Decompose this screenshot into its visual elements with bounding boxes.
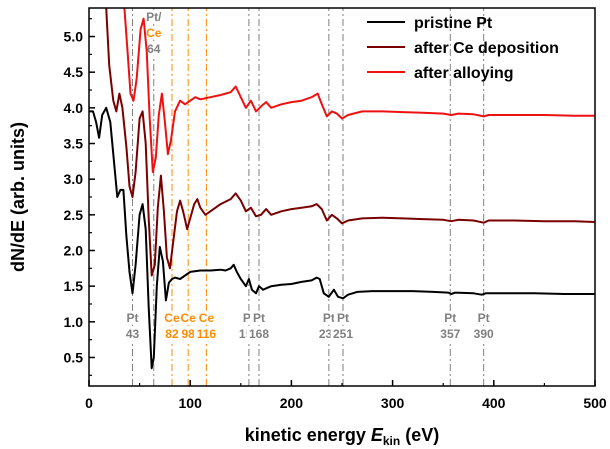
y-axis-title: dN/dE (arb. units) (8, 122, 28, 272)
y-tick-label: 2.5 (64, 207, 84, 223)
energy-markers: Pt43Pt/Ce64Ce82Ce98Ce116Pt158Pt168Pt237P… (123, 8, 497, 386)
marker-label-bg (162, 326, 181, 341)
marker-label: 390 (474, 327, 494, 341)
marker-label: Pt (337, 311, 349, 325)
x-tick-label: 400 (482, 395, 506, 411)
y-tick-label: 1.0 (64, 314, 84, 330)
marker-label: 168 (249, 327, 269, 341)
marker-label: Ce (181, 311, 197, 325)
x-tick-label: 0 (85, 395, 93, 411)
legend-label-0: pristine Pt (414, 15, 493, 32)
x-tick-label: 200 (280, 395, 304, 411)
y-tick-label: 2.0 (64, 242, 84, 258)
marker-label-bg (441, 310, 460, 325)
y-tick-label: 5.0 (64, 29, 84, 45)
x-tick-label: 500 (583, 395, 607, 411)
marker-label-bg (246, 326, 272, 341)
marker-label-bg (437, 326, 463, 341)
x-tick-label: 100 (179, 395, 203, 411)
marker-label: Ce (146, 26, 162, 40)
marker-label-bg (144, 41, 163, 56)
x-axis-title-symbol: E (371, 425, 384, 445)
series-line-0 (89, 106, 595, 370)
marker-label: 251 (333, 327, 353, 341)
marker-label: Pt (253, 311, 265, 325)
marker-label-bg (123, 326, 142, 341)
marker-label-bg (123, 310, 142, 325)
marker-label: Pt (127, 311, 139, 325)
marker-label-bg (330, 326, 356, 341)
marker-label: 98 (181, 327, 195, 341)
legend-label-1: after Ce deposition (414, 40, 559, 57)
series-line-1 (105, 8, 595, 277)
legend: pristine Pt after Ce deposition after allo… (367, 15, 559, 82)
x-axis-ticks: 0 100 200 300 400 500 (85, 380, 607, 411)
marker-label: 357 (440, 327, 460, 341)
marker-label: Pt (444, 311, 456, 325)
marker-label-bg (179, 326, 198, 341)
marker-label: Ce (164, 311, 180, 325)
marker-label-bg (179, 310, 198, 325)
y-tick-label: 3.0 (64, 171, 84, 187)
spectra-lines (89, 8, 595, 370)
x-axis-title: kinetic energy Ekin (eV) (245, 425, 439, 448)
marker-label-bg (197, 310, 216, 325)
y-tick-label: 0.5 (64, 349, 84, 365)
marker-label-bg (144, 25, 163, 40)
y-tick-label: 3.5 (64, 136, 84, 152)
marker-label: Pt/ (146, 10, 162, 24)
marker-label-bg (474, 310, 493, 325)
x-axis-title-prefix: kinetic energy (245, 425, 371, 445)
marker-label: 43 (126, 327, 140, 341)
marker-label-bg (319, 310, 338, 325)
marker-label: Pt (323, 311, 335, 325)
marker-label: Ce (199, 311, 215, 325)
marker-label-bg (334, 310, 353, 325)
y-tick-label: 4.5 (64, 64, 84, 80)
y-axis-ticks: 0.5 1.0 1.5 2.0 2.5 3.0 3.5 4.0 4.5 5.0 (64, 18, 95, 376)
y-tick-label: 4.0 (64, 100, 84, 116)
marker-label-bg (250, 310, 269, 325)
marker-label-bg (141, 9, 167, 24)
x-tick-label: 300 (381, 395, 405, 411)
x-axis-title-unit: (eV) (400, 425, 439, 445)
y-tick-label: 1.5 (64, 278, 84, 294)
marker-label: Pt (478, 311, 490, 325)
series-line-2 (123, 8, 595, 173)
marker-label: 64 (147, 42, 161, 56)
marker-label: 82 (165, 327, 179, 341)
marker-label-bg (162, 310, 181, 325)
legend-label-2: after alloying (414, 65, 514, 82)
x-axis-title-subscript: kin (383, 434, 400, 448)
marker-label-bg (471, 326, 497, 341)
marker-label: 116 (197, 327, 217, 341)
marker-label-bg (193, 326, 219, 341)
